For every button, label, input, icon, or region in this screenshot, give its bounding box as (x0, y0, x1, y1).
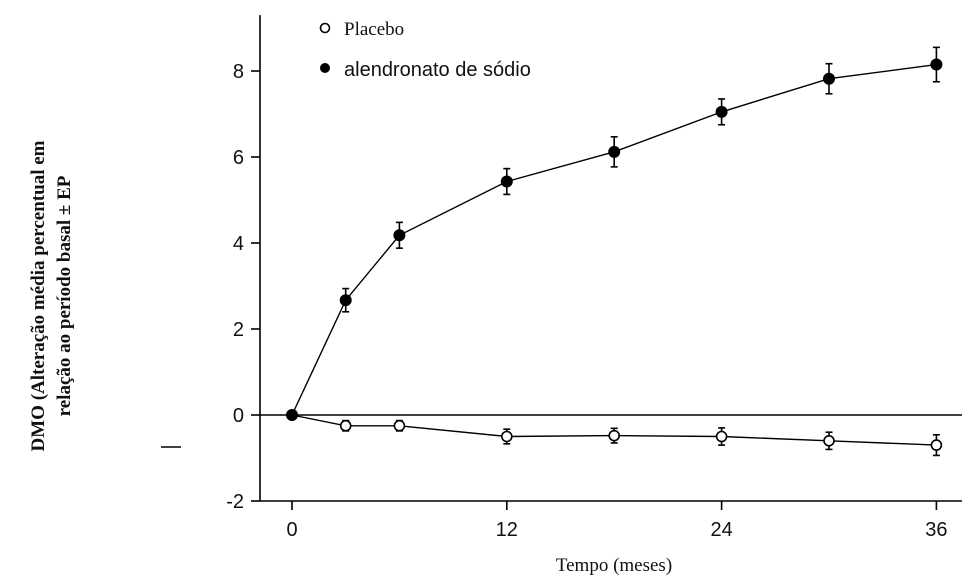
legend-alendronato-label: alendronato de sódio (344, 59, 531, 81)
series-layer (286, 46, 943, 457)
legend-placebo-label: Placebo (344, 19, 404, 40)
data-point (500, 175, 513, 188)
x-tick-label: 36 (925, 519, 947, 541)
y-axis-title-line-2: relação ao período basal ± EP (54, 175, 75, 416)
legend: Placebo alendronato de sódio (319, 19, 531, 81)
data-point (339, 419, 352, 432)
series-line (291, 63, 937, 416)
y-tick-label: 4 (233, 233, 244, 255)
data-point (286, 409, 298, 421)
series-placebo (286, 409, 943, 457)
y-tick-label: 0 (233, 405, 244, 427)
y-tick-label: 6 (233, 147, 244, 169)
x-axis-title: Tempo (meses) (556, 555, 672, 576)
y-tick-label: -2 (226, 491, 244, 513)
data-point (930, 58, 943, 71)
data-point (339, 294, 352, 307)
legend-alendronato-marker (320, 63, 330, 73)
y-axis-title-line-1: DMO (Alteração média percentual em (28, 140, 49, 451)
data-point (393, 419, 406, 432)
data-point (608, 429, 621, 442)
legend-placebo-marker (319, 22, 331, 34)
data-point (715, 105, 728, 118)
data-point (823, 434, 835, 447)
data-point (930, 439, 943, 451)
data-point (608, 145, 621, 158)
data-point (500, 430, 513, 443)
y-tick-label: 8 (233, 61, 244, 83)
x-tick-label: 0 (286, 519, 297, 541)
y-tick-label: 2 (233, 319, 244, 341)
data-point (715, 430, 728, 443)
data-point (393, 229, 406, 242)
series-alendronato (286, 46, 943, 421)
x-tick-label: 12 (496, 519, 518, 541)
data-point (823, 72, 835, 85)
x-tick-label: 24 (710, 519, 732, 541)
y-axis-title: DMO (Alteração média percentual em relaç… (28, 140, 75, 451)
series-line (291, 414, 937, 446)
